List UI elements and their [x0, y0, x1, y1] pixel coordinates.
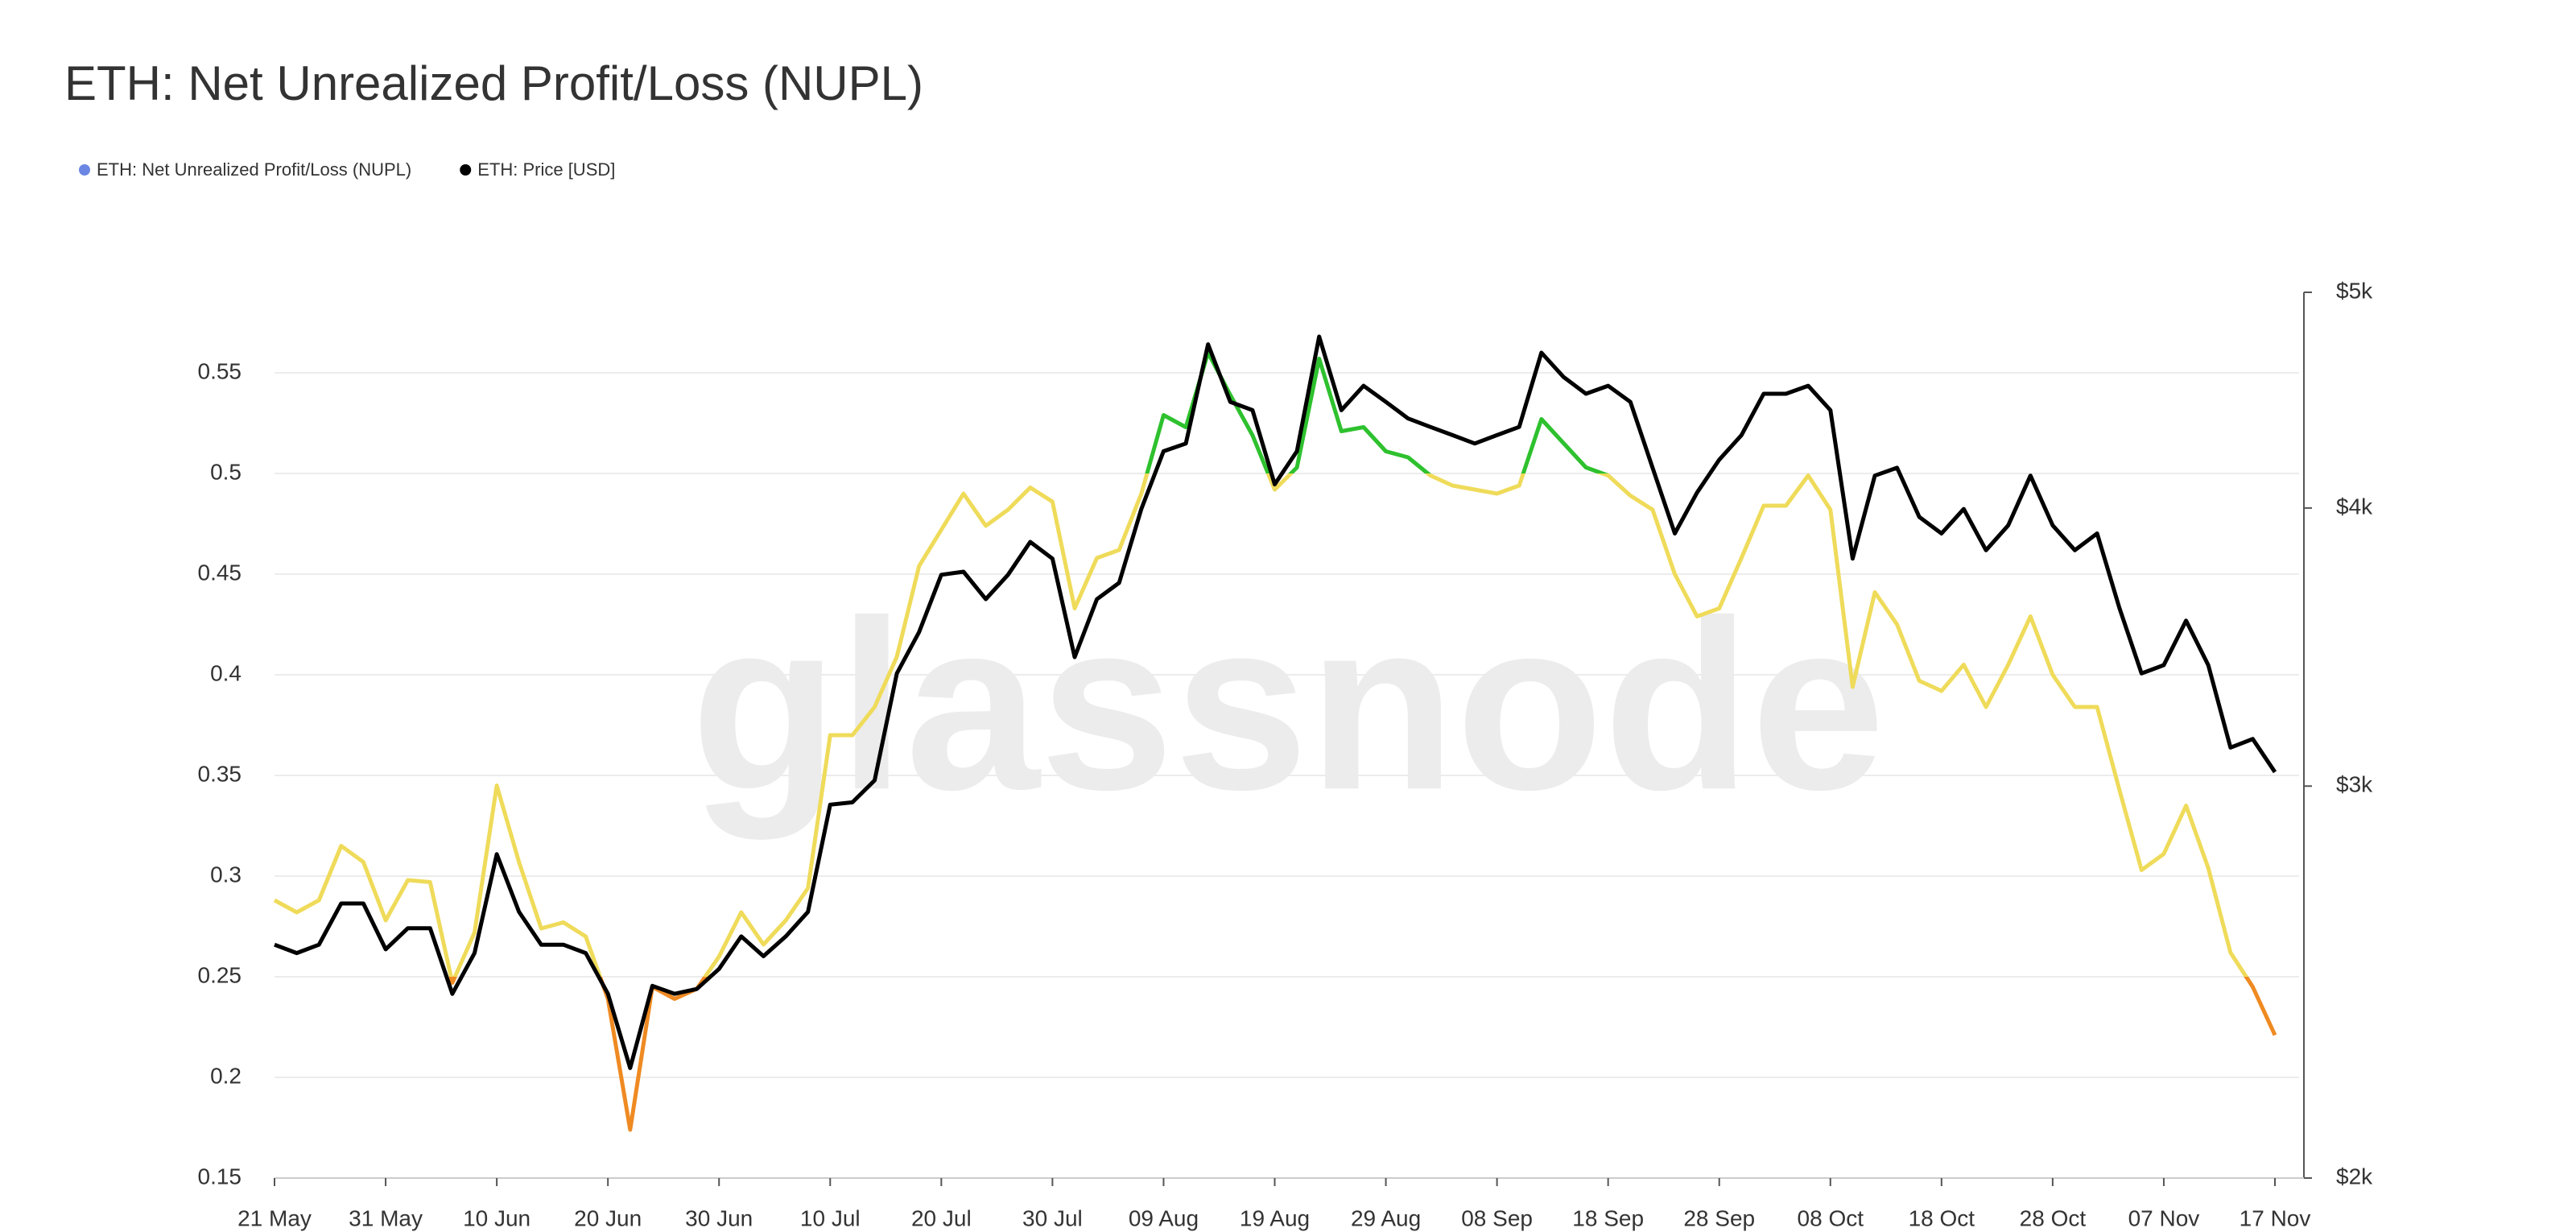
- y-tick-label: 0.35: [198, 761, 242, 786]
- y-tick-label: 0.5: [210, 459, 242, 484]
- x-tick-label: 20 Jun: [574, 1205, 642, 1230]
- x-tick-label: 31 May: [349, 1205, 423, 1230]
- y2-tick-label: $5k: [2336, 278, 2373, 303]
- series-line: [274, 334, 2277, 1070]
- x-tick-label: 17 Nov: [2240, 1205, 2311, 1230]
- legend-marker: [79, 164, 90, 176]
- x-tick-label: 21 May: [237, 1205, 312, 1230]
- x-tick-label: 07 Nov: [2128, 1205, 2200, 1230]
- x-tick-label: 30 Jul: [1022, 1205, 1083, 1230]
- y2-tick-label: $2k: [2336, 1164, 2373, 1189]
- y-tick-label: 0.45: [198, 560, 242, 585]
- y2-tick-label: $4k: [2336, 494, 2373, 519]
- y-tick-label: 0.4: [210, 660, 242, 685]
- y-tick-label: 0.25: [198, 962, 242, 987]
- x-tick-label: 18 Sep: [1572, 1205, 1644, 1230]
- y-tick-label: 0.55: [198, 358, 242, 383]
- y-tick-label: 0.15: [198, 1164, 242, 1189]
- y-tick-label: 0.2: [210, 1063, 242, 1088]
- watermark: glassnode: [691, 569, 1885, 841]
- y-tick-label: 0.3: [210, 862, 242, 887]
- legend-label: ETH: Price [USD]: [477, 159, 615, 180]
- x-tick-label: 28 Oct: [2020, 1205, 2087, 1230]
- x-tick-label: 29 Aug: [1351, 1205, 1421, 1230]
- x-tick-label: 10 Jul: [800, 1205, 861, 1230]
- x-tick-label: 08 Sep: [1461, 1205, 1533, 1230]
- x-tick-label: 09 Aug: [1129, 1205, 1199, 1230]
- x-tick-label: 30 Jun: [685, 1205, 753, 1230]
- chart-title: ETH: Net Unrealized Profit/Loss (NUPL): [64, 56, 923, 110]
- y2-tick-label: $3k: [2336, 772, 2373, 797]
- x-tick-label: 28 Sep: [1683, 1205, 1755, 1230]
- x-tick-label: 19 Aug: [1240, 1205, 1310, 1230]
- x-tick-label: 10 Jun: [463, 1205, 530, 1230]
- x-tick-label: 18 Oct: [1909, 1205, 1975, 1230]
- legend-label: ETH: Net Unrealized Profit/Loss (NUPL): [97, 159, 411, 180]
- x-tick-label: 20 Jul: [911, 1205, 972, 1230]
- x-tick-label: 08 Oct: [1798, 1205, 1864, 1230]
- legend-marker: [460, 164, 472, 176]
